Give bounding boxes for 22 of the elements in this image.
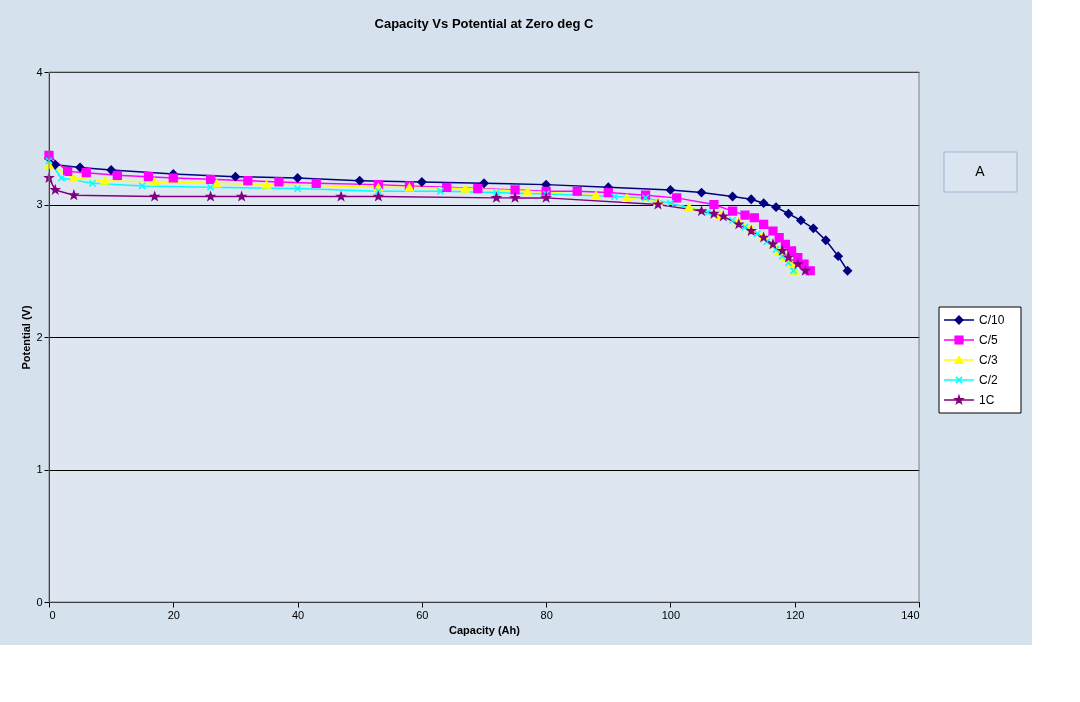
legend-label: C/5 bbox=[979, 333, 998, 347]
chart-title: Capacity Vs Potential at Zero deg C bbox=[374, 16, 595, 31]
text: A bbox=[975, 163, 986, 179]
x-tick-label: 20 bbox=[167, 608, 180, 621]
legend-label: C/10 bbox=[979, 313, 1005, 327]
x-tick-label: 0 bbox=[49, 608, 56, 621]
x-tick-label: 100 bbox=[661, 608, 681, 621]
legend-label: C/2 bbox=[979, 373, 998, 387]
y-axis-title: Potential (V) bbox=[20, 305, 33, 370]
y-tick-label: 2 bbox=[36, 330, 43, 343]
x-axis-title: Capacity (Ah) bbox=[449, 623, 521, 636]
legend-label: C/3 bbox=[979, 353, 998, 367]
x-tick-label: 60 bbox=[416, 608, 429, 621]
x-tick-label: 120 bbox=[786, 608, 805, 621]
x-tick-label: 140 bbox=[901, 608, 920, 621]
x-tick-label: 80 bbox=[540, 608, 553, 621]
y-tick-label: 4 bbox=[36, 65, 43, 78]
x-tick-label: 40 bbox=[291, 608, 305, 621]
y-tick-label: 1 bbox=[36, 463, 43, 475]
legend-label: 1C bbox=[979, 393, 995, 407]
y-tick-label: 0 bbox=[36, 595, 43, 608]
y-tick-label: 3 bbox=[36, 198, 43, 210]
